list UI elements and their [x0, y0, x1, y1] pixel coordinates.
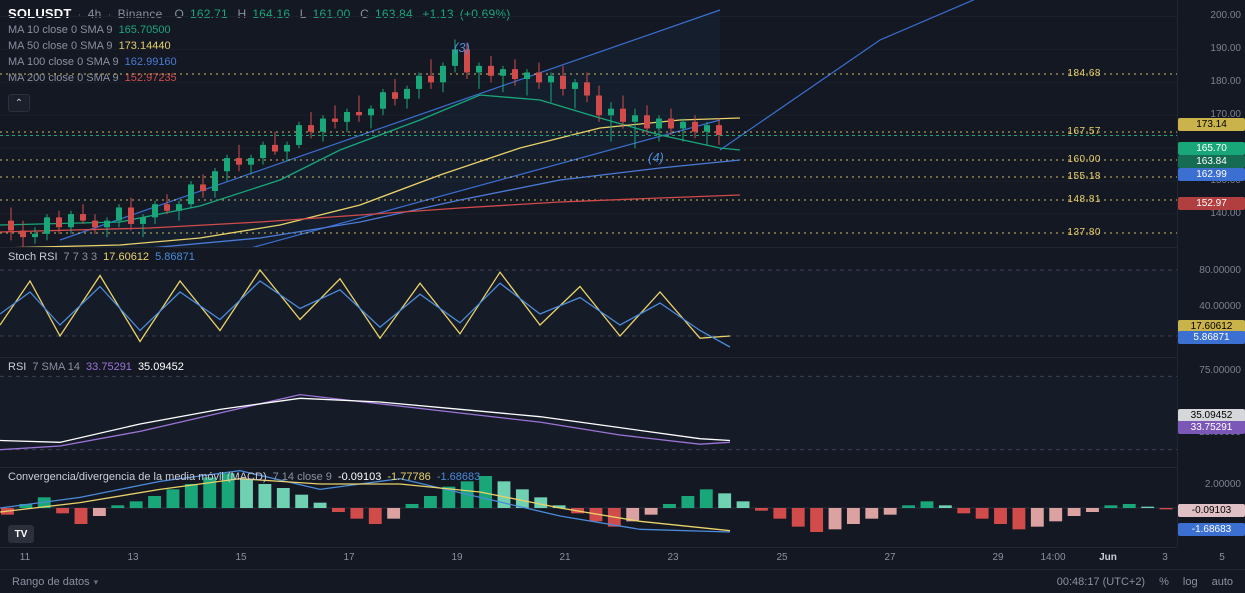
fib-level-label: 167.57 — [1063, 125, 1105, 138]
fib-level-label: 155.18 — [1063, 170, 1105, 183]
macd-yaxis[interactable]: 2.00000-0.09103-1.68683 — [1177, 467, 1245, 547]
time-axis[interactable]: 1113151719212325272914:00Jun35 — [0, 547, 1177, 569]
status-bar: Rango de datos▾ 00:48:17 (UTC+2) % log a… — [0, 569, 1245, 593]
clock[interactable]: 00:48:17 (UTC+2) — [1057, 576, 1145, 588]
fib-level-label: 148.81 — [1063, 193, 1105, 206]
stoch-rsi-svg — [0, 248, 1177, 358]
rsi-value-1: 33.75291 — [86, 361, 132, 373]
macd-line-value: -1.68683 — [437, 471, 480, 483]
price-yaxis[interactable]: 140.00150.00160.00170.00180.00190.00200.… — [1177, 0, 1245, 247]
fib-level-label: 160.00 — [1063, 153, 1105, 166]
price-tag: 173.14 — [1178, 118, 1245, 131]
rsi-yaxis[interactable]: 75.0000025.0000035.0945233.75291 — [1177, 357, 1245, 467]
price-tag: 163.84 — [1178, 155, 1245, 168]
rsi-svg — [0, 358, 1177, 468]
chart-root: SOLUSDT · 4h · Binance O162.71 H164.16 L… — [0, 0, 1245, 593]
percent-button[interactable]: % — [1159, 576, 1169, 588]
stoch-rsi-yaxis[interactable]: 80.0000040.0000017.606125.86871 — [1177, 247, 1245, 357]
price-pane[interactable]: 184.68 167.57 160.00 155.18 148.81 137.80 (3)… — [0, 0, 1177, 247]
price-tag: 165.70 — [1178, 142, 1245, 155]
rsi-title: RSI7 SMA 14 33.75291 35.09452 — [8, 361, 184, 373]
rsi-value-2: 35.09452 — [138, 361, 184, 373]
elliott-wave-label: (4) — [648, 150, 664, 165]
fib-level-label: 137.80 — [1063, 226, 1105, 239]
stoch-rsi-pane[interactable]: Stoch RSI7 7 3 3 17.60612 5.86871 — [0, 247, 1177, 357]
price-tag: 162.99 — [1178, 168, 1245, 181]
stoch-rsi-title: Stoch RSI7 7 3 3 17.60612 5.86871 — [8, 251, 195, 263]
elliott-wave-label: (3) — [454, 40, 470, 55]
macd-title: Convergencia/divergencia de la media móv… — [8, 471, 480, 483]
stoch-k-value: 17.60612 — [103, 251, 149, 263]
data-range-button[interactable]: Rango de datos▾ — [12, 576, 98, 588]
price-chart-svg — [0, 0, 1177, 247]
tradingview-logo[interactable]: TV — [8, 525, 34, 543]
log-button[interactable]: log — [1183, 576, 1198, 588]
fib-level-label: 184.68 — [1063, 67, 1105, 80]
price-tag: 152.97 — [1178, 197, 1245, 210]
auto-button[interactable]: auto — [1212, 576, 1233, 588]
stoch-d-value: 5.86871 — [155, 251, 195, 263]
macd-pane[interactable]: Convergencia/divergencia de la media móv… — [0, 467, 1177, 547]
macd-hist-value: -0.09103 — [338, 471, 381, 483]
macd-signal-value: -1.77786 — [387, 471, 430, 483]
rsi-pane[interactable]: RSI7 SMA 14 33.75291 35.09452 — [0, 357, 1177, 467]
